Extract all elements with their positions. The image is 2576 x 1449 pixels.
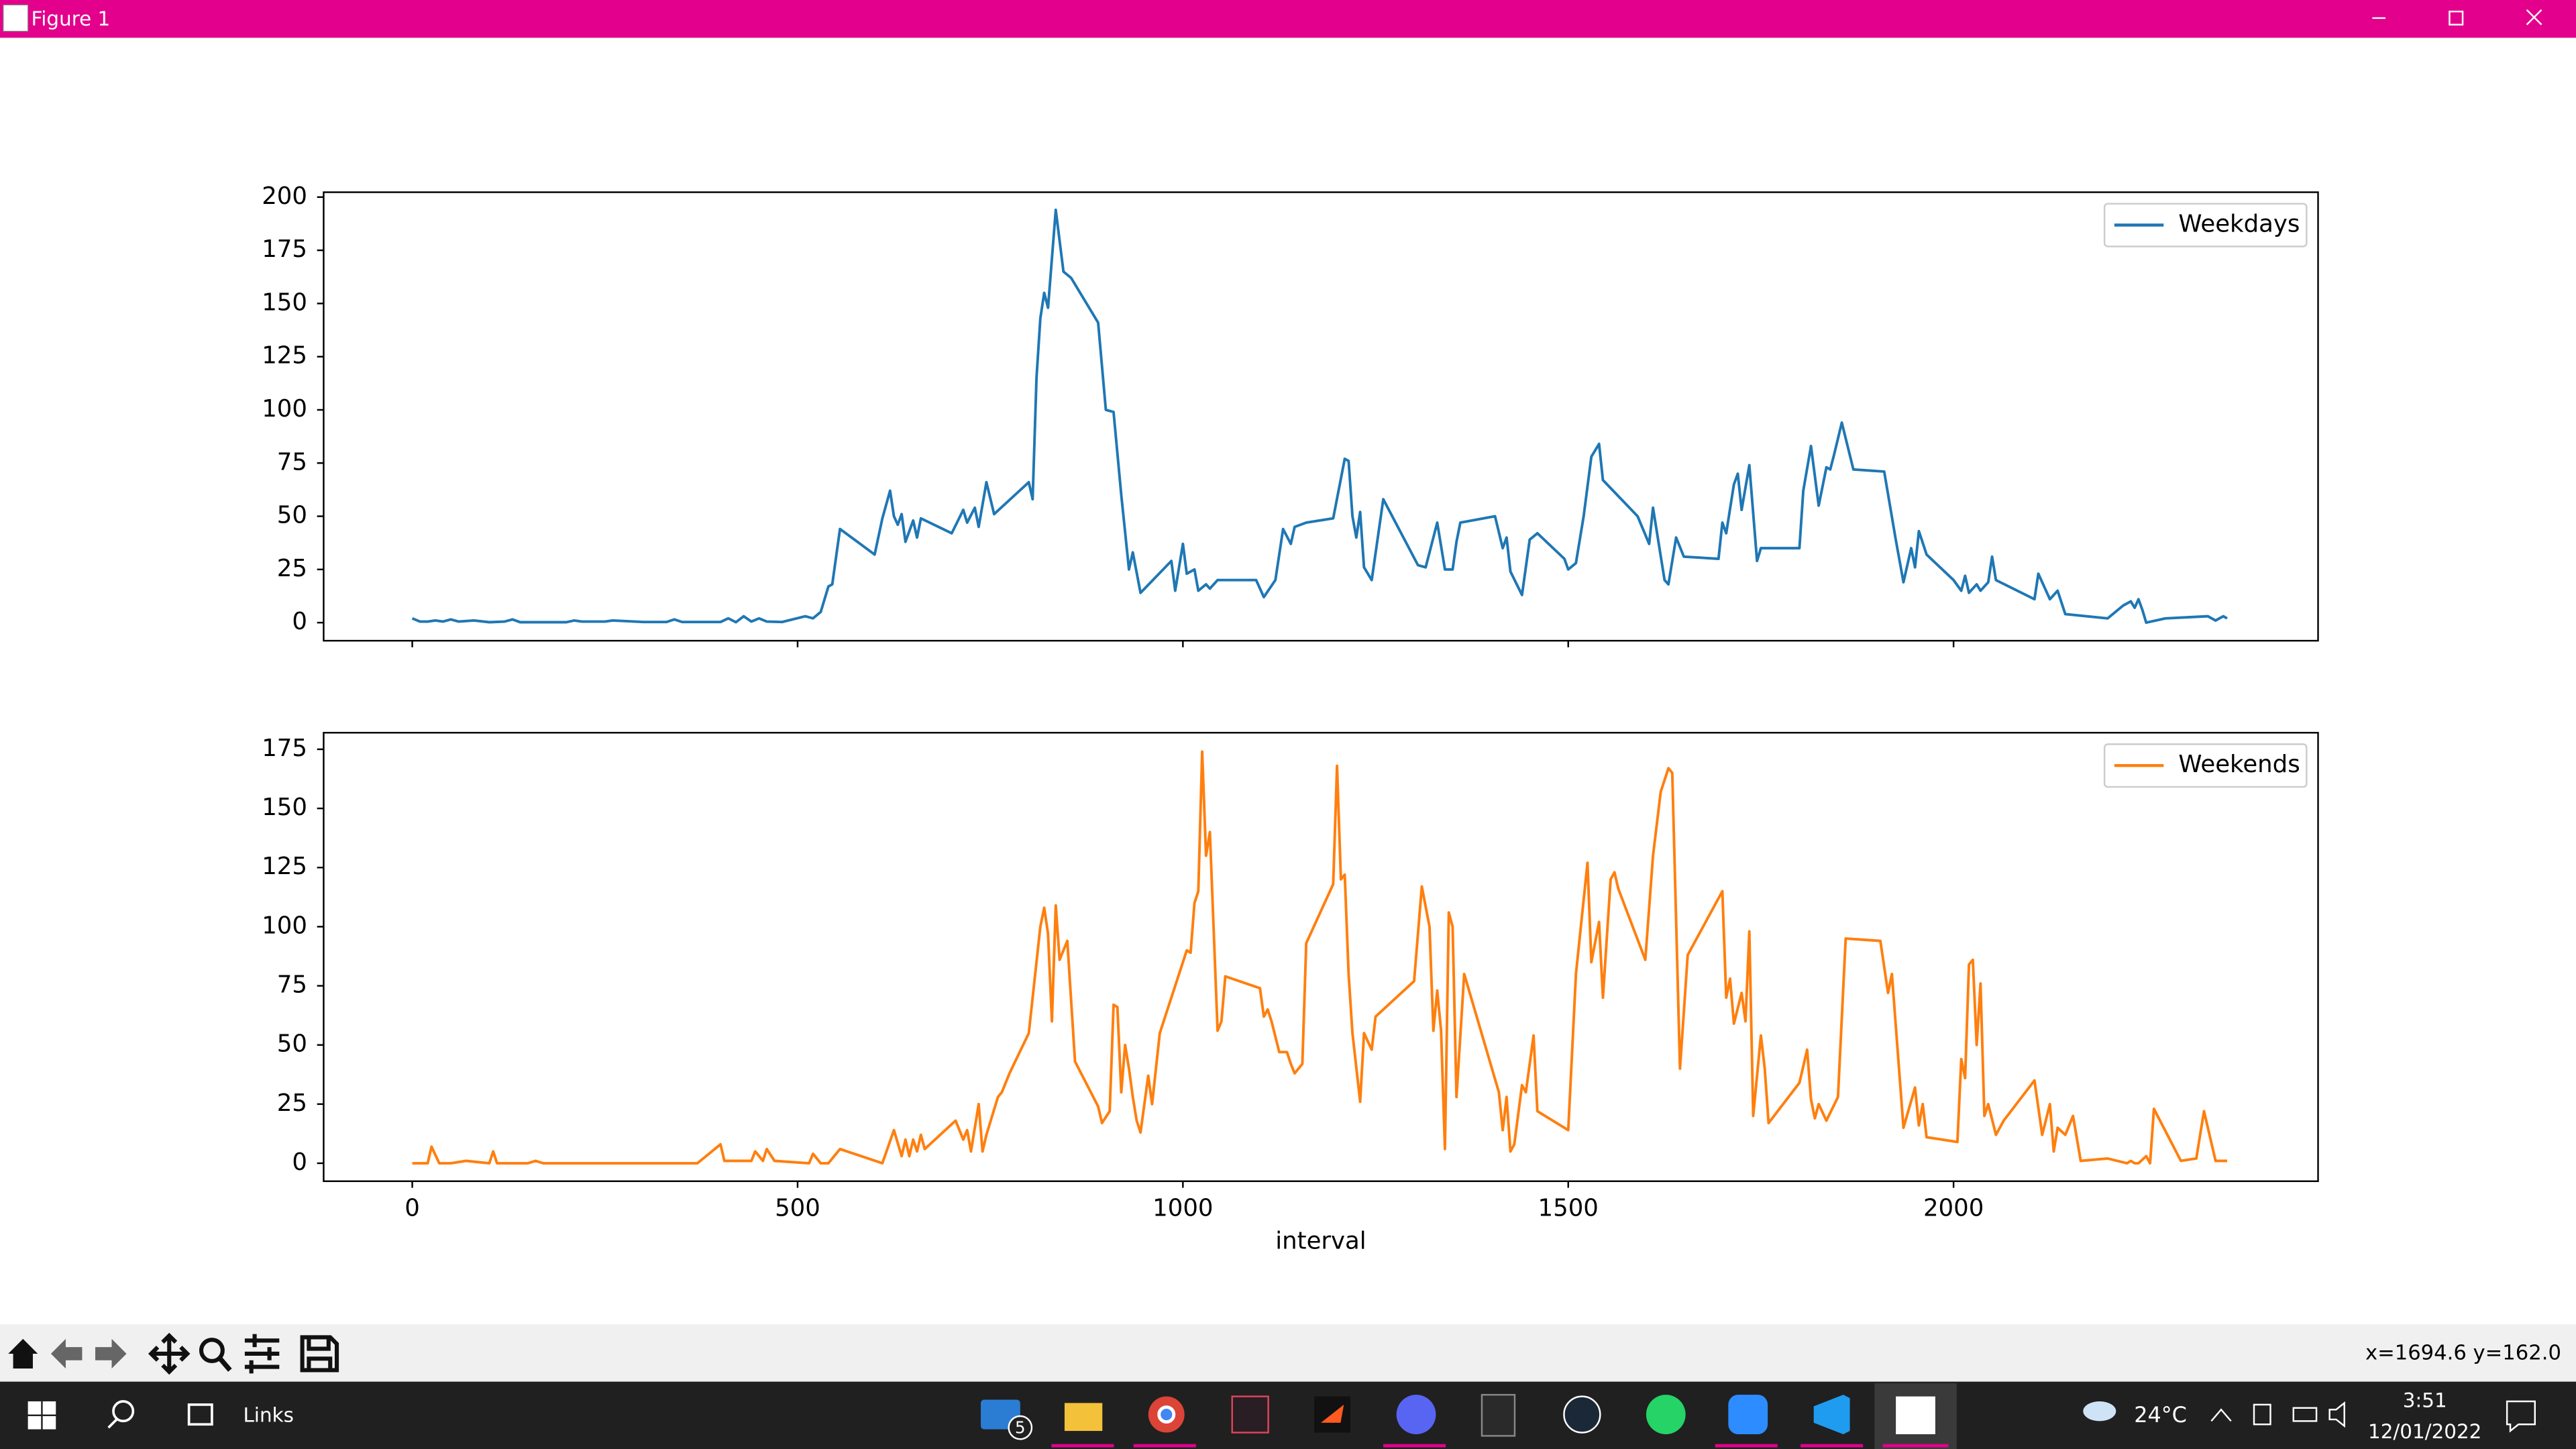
notification-button[interactable] (2506, 1400, 2536, 1433)
save-button[interactable] (300, 1335, 339, 1373)
legend-label: Weekdays (2178, 211, 2300, 238)
x-tick-label: 2000 (1923, 1194, 1984, 1222)
weather-temp[interactable]: 24°C (2134, 1402, 2187, 1428)
x-axis-label: interval (1275, 1227, 1366, 1254)
legend-label: Weekends (2178, 751, 2300, 778)
forward-button[interactable] (95, 1338, 127, 1368)
mail-badge-count: 5 (1015, 1417, 1026, 1437)
y-tick-label: 50 (277, 502, 307, 529)
y-tick-label: 150 (262, 794, 307, 821)
data-line (411, 208, 2228, 625)
explorer-icon[interactable] (1064, 1403, 1103, 1432)
legend-box (2103, 743, 2308, 788)
y-tick-label: 50 (277, 1030, 307, 1058)
y-tick-label: 0 (292, 608, 307, 635)
epic-icon[interactable] (1481, 1393, 1516, 1437)
y-tick-label: 75 (277, 971, 307, 999)
restore-button[interactable] (2449, 10, 2464, 25)
cursor-status: x=1694.6 y=162.0 (2365, 1341, 2561, 1364)
clock-time[interactable]: 3:51 (2403, 1389, 2447, 1411)
tray-icon-meet[interactable] (2253, 1403, 2271, 1426)
start-button[interactable] (28, 1401, 56, 1430)
pan-button[interactable] (148, 1332, 191, 1375)
window-title: Figure 1 (32, 7, 111, 30)
zoom-button[interactable] (199, 1338, 232, 1372)
taskbar-indicators (1051, 1444, 1949, 1448)
title-bar (0, 0, 2576, 38)
y-tick-label: 25 (277, 1089, 307, 1117)
x-tick-label: 500 (775, 1194, 820, 1222)
figure-app-icon[interactable] (1896, 1396, 1935, 1434)
y-tick-label: 100 (262, 912, 307, 939)
taskbar (0, 1381, 2576, 1449)
legend-box (2103, 203, 2308, 248)
whatsapp-icon[interactable] (1646, 1395, 1686, 1434)
steam-icon[interactable] (1563, 1395, 1601, 1434)
clock-date[interactable]: 12/01/2022 (2368, 1420, 2481, 1443)
zoom-app-icon[interactable] (1728, 1395, 1768, 1434)
y-tick-label: 75 (277, 448, 307, 476)
back-button[interactable] (50, 1338, 83, 1368)
tray-icon-battery[interactable] (2292, 1407, 2318, 1422)
y-tick-label: 150 (262, 288, 307, 316)
y-tick-label: 125 (262, 342, 307, 370)
weather-icon[interactable] (2083, 1401, 2116, 1421)
close-button[interactable] (2526, 9, 2542, 25)
app-icon (3, 4, 29, 32)
y-tick-label: 100 (262, 395, 307, 423)
taskbar-links[interactable]: Links (243, 1404, 293, 1427)
y-tick-label: 0 (292, 1148, 307, 1176)
discord-icon[interactable] (1396, 1395, 1436, 1434)
chrome-icon-center (1157, 1405, 1176, 1424)
axes-frame (323, 191, 2319, 642)
mail-badge (1008, 1415, 1033, 1440)
y-tick-label: 175 (262, 735, 307, 762)
y-tick-label: 125 (262, 853, 307, 880)
search-button[interactable] (107, 1400, 135, 1429)
axes-frame (323, 732, 2319, 1183)
task-view-button[interactable] (187, 1403, 213, 1426)
configure-button[interactable] (244, 1334, 280, 1374)
x-tick-label: 0 (405, 1194, 420, 1222)
y-tick-label: 200 (262, 182, 307, 210)
home-button[interactable] (8, 1338, 38, 1368)
x-tick-label: 1000 (1152, 1194, 1213, 1222)
data-line (412, 750, 2227, 1165)
figure: 0 25 50 75 100 125 150 175 200 Weekdays 0 25 50 75 100… (262, 182, 2319, 1254)
tray-icon-volume[interactable] (2328, 1401, 2345, 1428)
y-tick-label: 25 (277, 555, 307, 582)
vscode-icon[interactable] (1813, 1395, 1850, 1434)
x-tick-label: 1500 (1538, 1194, 1599, 1222)
y-tick-label: 175 (262, 235, 307, 263)
toolbar (0, 1324, 2576, 1382)
tray-chevron[interactable] (2210, 1408, 2232, 1422)
valorant-icon[interactable] (1231, 1395, 1269, 1434)
